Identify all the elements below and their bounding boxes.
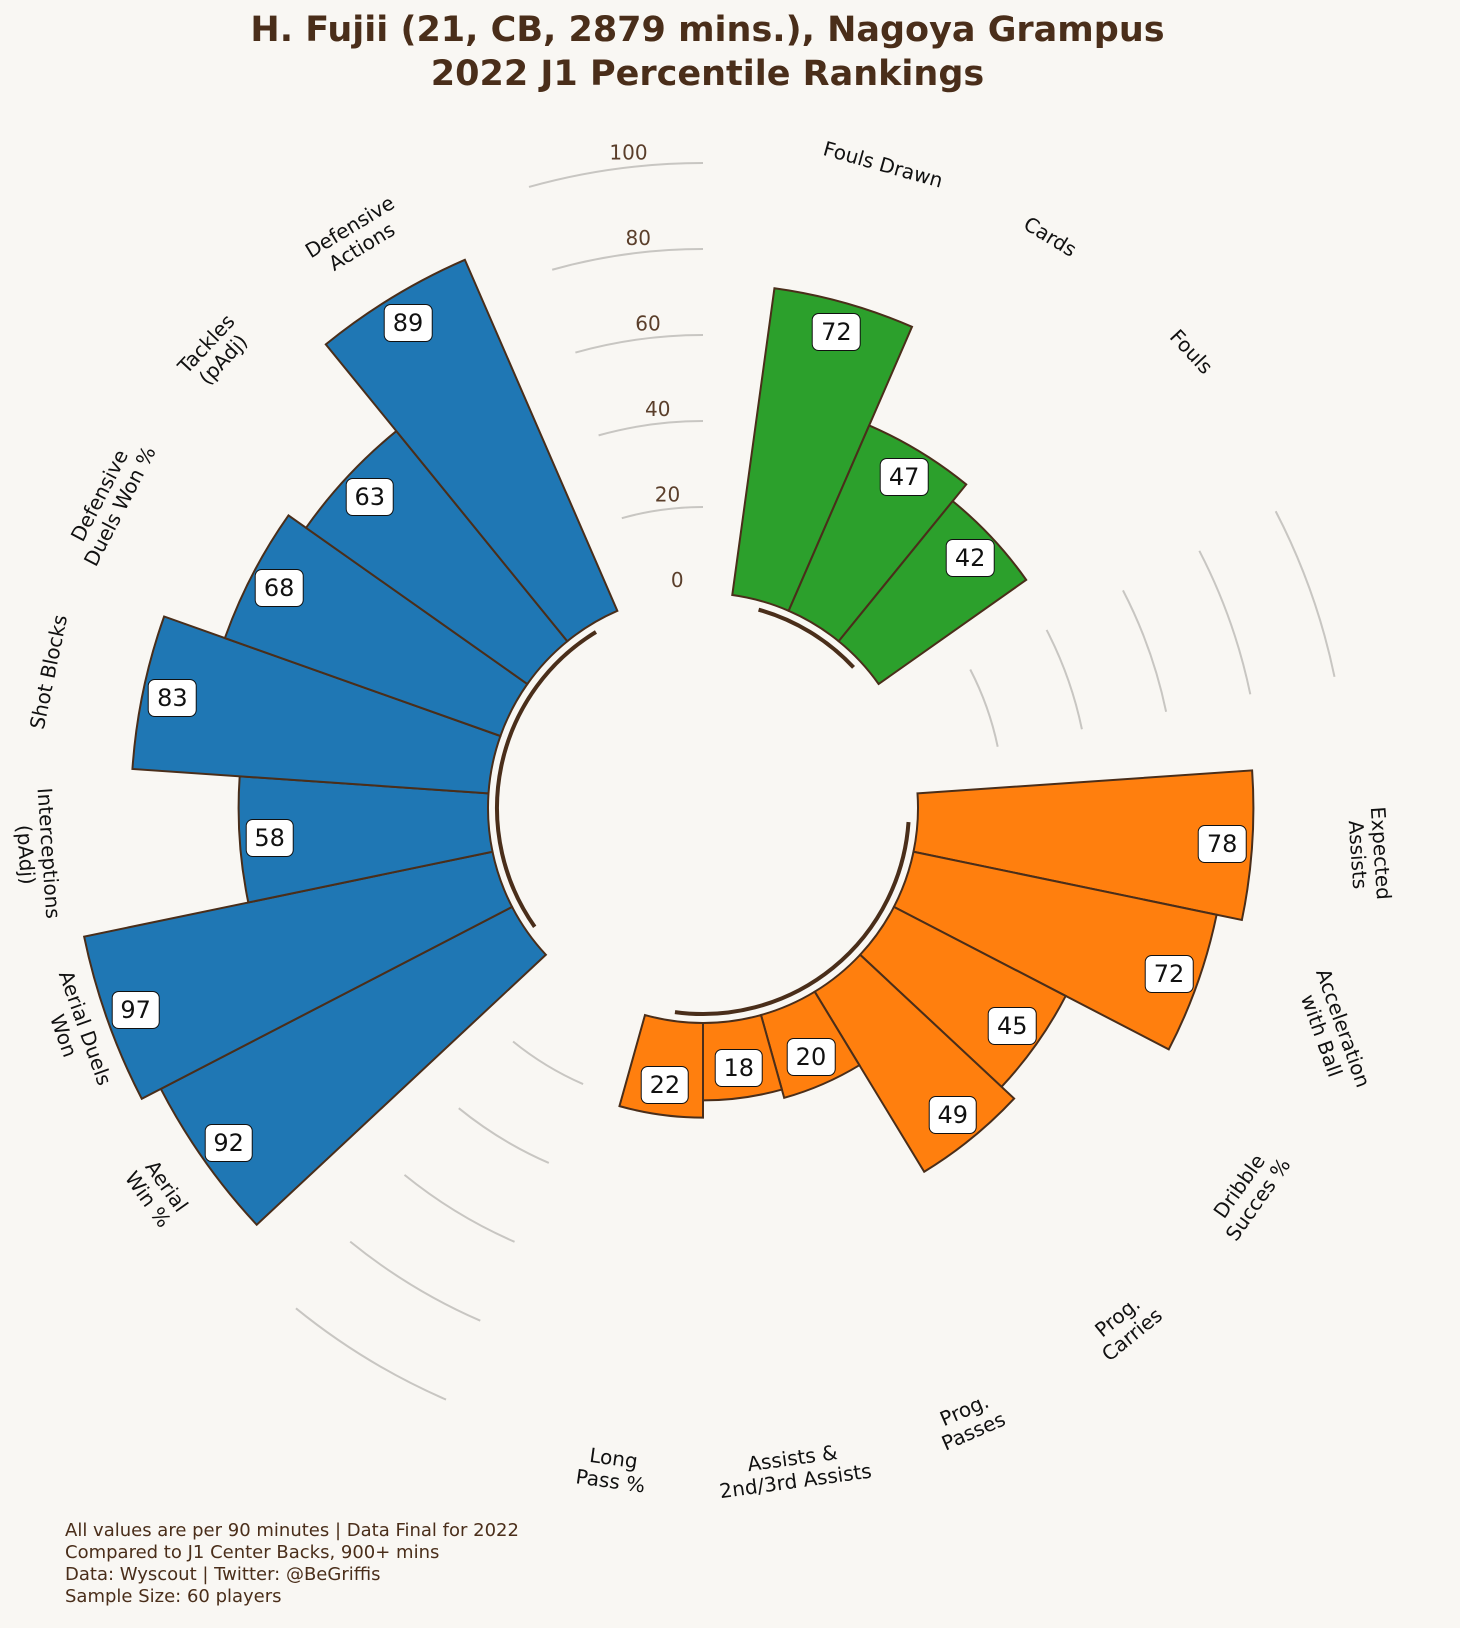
note-line: All values are per 90 minutes | Data Fin… [65,1520,519,1541]
note-line: Data: Wyscout | Twitter: @BeGriffis [65,1564,381,1585]
group-arc [495,630,598,928]
value-label: 72 [812,312,861,351]
r-tick-label: 20 [655,483,680,507]
grid-line [458,1107,550,1164]
grid-line [621,506,704,520]
grid-line [349,1240,481,1322]
bar [237,775,494,904]
value-label: 89 [383,303,433,342]
notes: All values are per 90 minutes | Data Fin… [65,1520,519,1608]
grid-line [1274,510,1336,677]
value-label: 49 [928,1095,977,1134]
grid-line [295,1307,447,1401]
bar [731,287,914,613]
grid-line [1045,629,1083,730]
group-arc [758,607,856,669]
bar [324,258,619,643]
grid-line [403,1174,515,1243]
grid-line [551,248,704,271]
value-label: 63 [345,477,395,516]
value-label: 47 [879,458,929,497]
value-label: 42 [945,539,995,578]
grid-line [1198,550,1252,695]
r-tick-label: 80 [626,226,651,250]
grid-line [575,334,704,354]
value-label: 83 [148,678,197,717]
category-label: Interceptions (pAdj) [11,786,65,920]
grid-line [598,420,704,437]
note-line: Sample Size: 60 players [65,1586,282,1607]
bar [892,850,1218,1051]
r-tick-label: 60 [635,312,660,336]
value-label: 18 [714,1048,763,1087]
value-label: 78 [1197,824,1247,863]
value-label: 45 [987,1007,1037,1046]
value-label: 20 [786,1037,836,1076]
r-tick-label: 100 [609,141,647,165]
chart-title: H. Fujii (21, CB, 2879 mins.), Nagoya Gr… [250,10,1165,94]
grid-line [1122,589,1168,712]
bar [912,769,1255,922]
note-line: Compared to J1 Center Backs, 900+ mins [65,1542,440,1563]
value-label: 92 [204,1123,253,1162]
bar [159,905,548,1227]
r-tick-label: 40 [645,397,670,421]
bar [82,850,514,1101]
r-tick-label: 0 [671,568,684,592]
category-label: Long Pass % [574,1442,647,1498]
bar [131,615,502,795]
grid-line [512,1040,584,1085]
category-label: Expected Assists [1344,805,1397,901]
group-arc [674,821,911,1016]
grid-line [969,669,999,747]
value-label: 68 [254,569,304,608]
value-label: 22 [640,1065,690,1104]
value-label: 97 [111,990,160,1029]
value-label: 58 [245,818,294,857]
value-label: 72 [1144,954,1194,993]
grid-line [528,162,704,188]
